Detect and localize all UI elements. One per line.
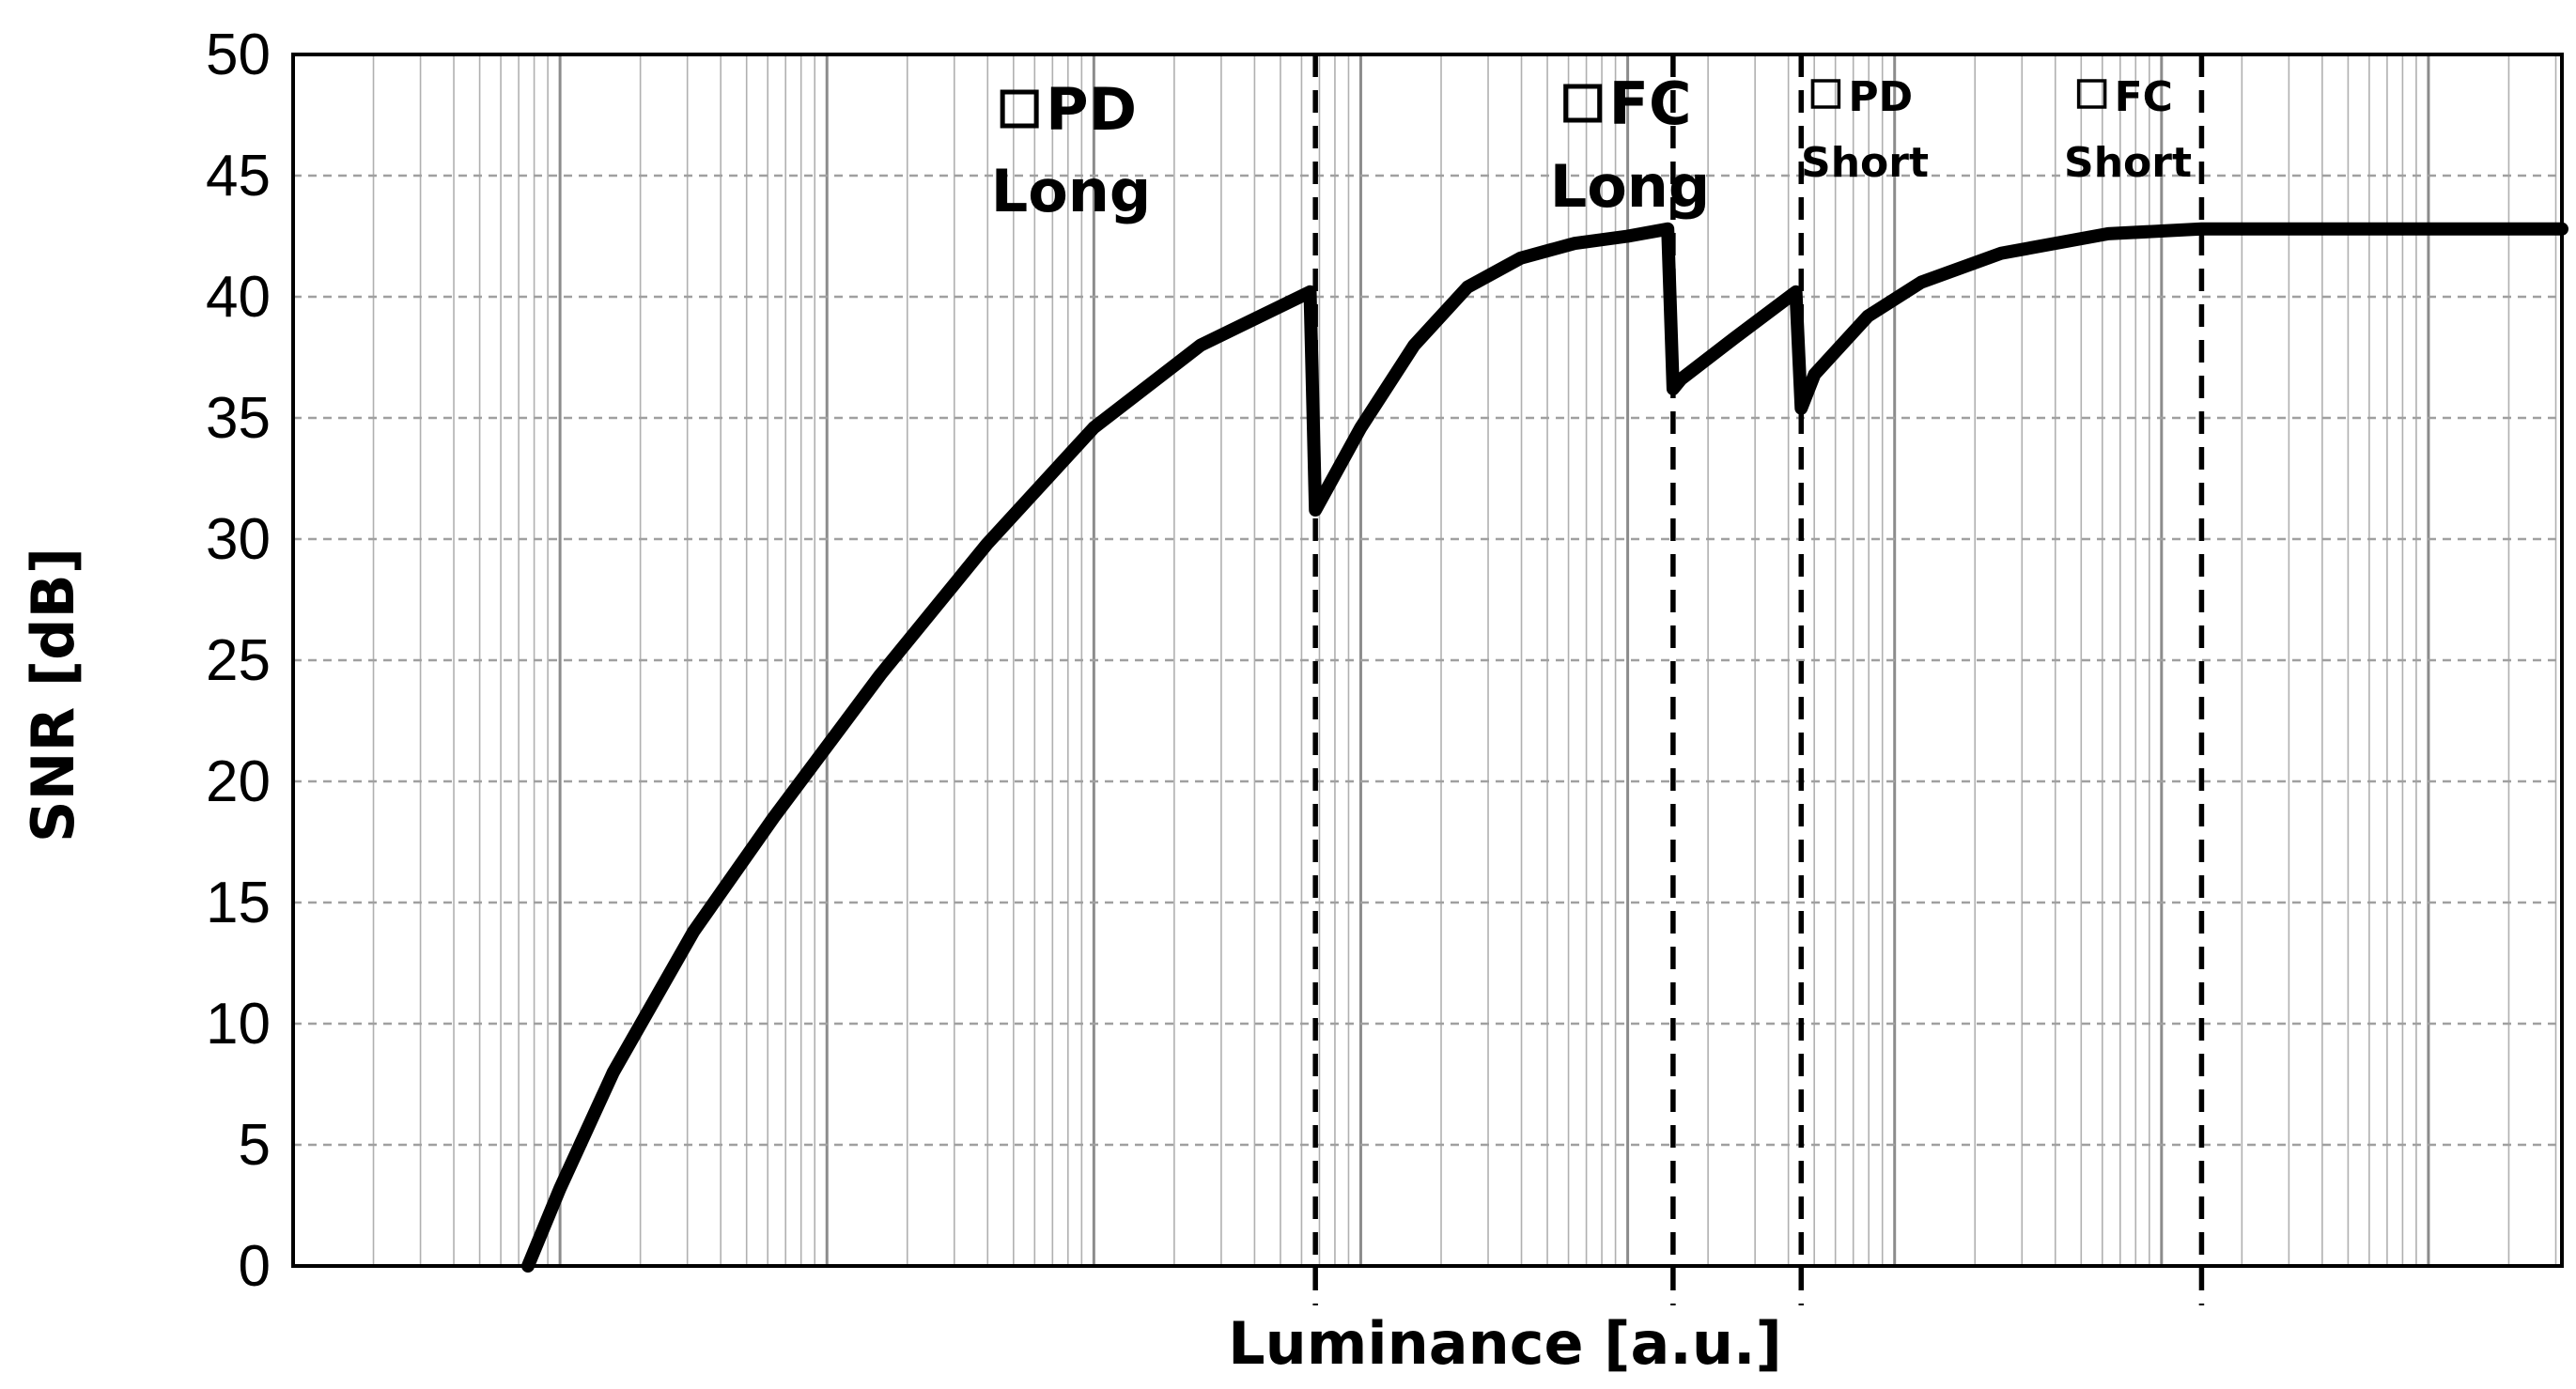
y-tick-label: 45 <box>206 144 271 208</box>
square-outline-icon <box>1810 79 1841 109</box>
region-label: PD Long <box>991 75 1152 225</box>
y-tick-label: 20 <box>206 749 271 814</box>
region-label-exposure: Short <box>1801 139 1929 187</box>
region-label-name: PD <box>1046 75 1137 144</box>
region-label-name: FC <box>1609 69 1692 138</box>
y-tick-label: 0 <box>239 1234 271 1299</box>
y-tick-label: 15 <box>206 871 271 935</box>
y-tick-label: 50 <box>206 23 271 87</box>
y-tick-label: 35 <box>206 386 271 451</box>
series-group <box>521 222 2568 1273</box>
y-tick-label: 10 <box>206 992 271 1057</box>
square-outline-icon <box>1563 84 1603 123</box>
minor-gridlines <box>372 54 2557 1266</box>
y-tick-label: 5 <box>239 1113 271 1178</box>
y-tick-label: 30 <box>206 507 271 572</box>
region-label: FC Short <box>2064 73 2192 187</box>
region-boundary-lines <box>1312 54 2205 1305</box>
square-outline-icon <box>2076 79 2107 109</box>
region-labels: PD Long FC Long PD Short FC Short <box>991 69 2192 225</box>
region-label-name: FC <box>2115 73 2173 121</box>
y-tick-labels: 0 5 10 15 20 25 30 35 40 45 50 <box>206 23 271 1299</box>
region-label-exposure: Short <box>2064 139 2192 187</box>
region-label-name: PD <box>1848 73 1913 121</box>
region-label-exposure: Long <box>1550 152 1711 221</box>
y-axis-title: SNR [dB] <box>19 548 87 842</box>
x-axis-title: Luminance [a.u.] <box>1228 1309 1782 1378</box>
square-outline-icon <box>1000 89 1039 129</box>
region-label: PD Short <box>1801 73 1929 187</box>
region-label: FC Long <box>1550 69 1711 221</box>
y-tick-label: 25 <box>206 628 271 693</box>
plot-area-frame <box>291 53 2564 1268</box>
y-tick-label: 40 <box>206 265 271 330</box>
region-label-exposure: Long <box>991 157 1152 225</box>
